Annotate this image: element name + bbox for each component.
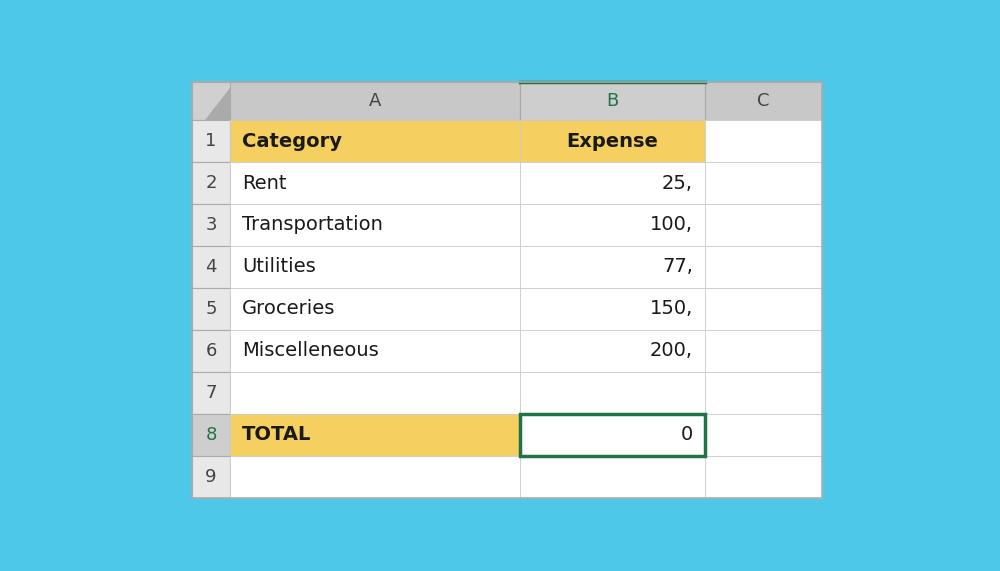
Bar (705, 414, 822, 456)
Bar (705, 120, 822, 162)
Text: 200,: 200, (650, 341, 693, 360)
Bar (705, 246, 822, 288)
Bar (520, 288, 705, 330)
Bar (230, 372, 520, 414)
Bar (230, 456, 520, 498)
Text: 7: 7 (205, 384, 217, 402)
Text: 4: 4 (205, 258, 217, 276)
Bar (230, 82, 520, 120)
Bar (520, 120, 705, 162)
Bar (520, 82, 705, 120)
Bar (230, 120, 520, 162)
Bar (705, 82, 822, 120)
Text: C: C (757, 92, 770, 110)
Bar (192, 204, 230, 246)
Text: 5: 5 (205, 300, 217, 318)
Bar (705, 372, 822, 414)
Bar (230, 204, 520, 246)
Text: 6: 6 (205, 342, 217, 360)
Bar (520, 414, 705, 456)
Text: B: B (606, 92, 619, 110)
Text: Expense: Expense (567, 131, 658, 151)
Bar (520, 204, 705, 246)
Bar (520, 372, 705, 414)
Text: Utilities: Utilities (242, 258, 316, 276)
Text: Category: Category (242, 131, 342, 151)
Bar (230, 246, 520, 288)
Bar (520, 330, 705, 372)
Bar (520, 162, 705, 204)
Text: 9: 9 (205, 468, 217, 486)
Bar (230, 330, 520, 372)
Text: A: A (369, 92, 381, 110)
Bar (520, 414, 705, 456)
Bar (705, 288, 822, 330)
Bar (705, 330, 822, 372)
Text: 0: 0 (681, 425, 693, 444)
Bar (192, 82, 822, 498)
Text: 77,: 77, (662, 258, 693, 276)
Text: 25,: 25, (662, 174, 693, 192)
Text: 8: 8 (205, 426, 217, 444)
Text: Groceries: Groceries (242, 300, 335, 319)
Text: 2: 2 (205, 174, 217, 192)
Bar (192, 246, 230, 288)
Bar (705, 204, 822, 246)
Bar (192, 414, 230, 456)
Text: Miscelleneous: Miscelleneous (242, 341, 379, 360)
Text: Rent: Rent (242, 174, 287, 192)
Bar (192, 288, 230, 330)
Bar (192, 456, 230, 498)
Bar (705, 162, 822, 204)
Bar (520, 246, 705, 288)
Bar (192, 120, 230, 162)
Text: 3: 3 (205, 216, 217, 234)
Bar (520, 456, 705, 498)
Bar (230, 162, 520, 204)
Bar (230, 288, 520, 330)
Text: Transportation: Transportation (242, 215, 383, 235)
Polygon shape (205, 88, 230, 120)
Text: 100,: 100, (650, 215, 693, 235)
Text: 1: 1 (205, 132, 217, 150)
Text: TOTAL: TOTAL (242, 425, 311, 444)
Bar (192, 330, 230, 372)
Bar (705, 456, 822, 498)
Text: 150,: 150, (650, 300, 693, 319)
Bar (192, 372, 230, 414)
Bar (192, 82, 230, 120)
Bar (192, 162, 230, 204)
Bar (230, 414, 520, 456)
